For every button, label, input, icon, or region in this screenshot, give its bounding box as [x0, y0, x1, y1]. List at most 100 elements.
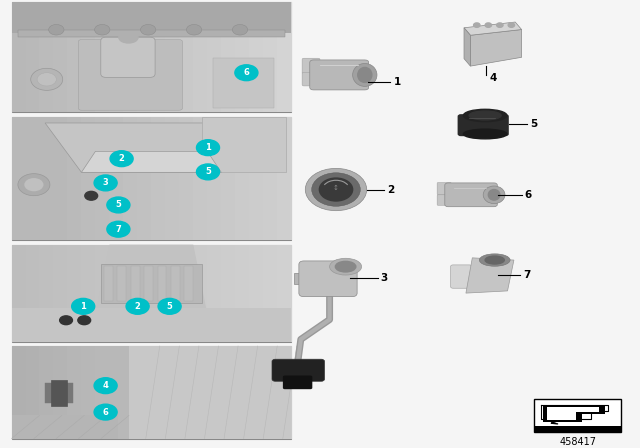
Polygon shape — [464, 28, 470, 66]
Ellipse shape — [353, 64, 377, 86]
Circle shape — [232, 25, 248, 35]
Bar — [249, 245, 264, 341]
Bar — [193, 346, 208, 439]
Bar — [221, 117, 236, 240]
Bar — [263, 2, 278, 112]
FancyBboxPatch shape — [458, 114, 509, 136]
Bar — [40, 346, 54, 439]
Ellipse shape — [358, 68, 372, 82]
Bar — [124, 245, 138, 341]
Ellipse shape — [335, 261, 356, 272]
Ellipse shape — [485, 256, 504, 264]
Bar — [236, 117, 250, 240]
Text: 6: 6 — [102, 408, 109, 417]
Bar — [249, 346, 264, 439]
Text: 5: 5 — [115, 200, 122, 210]
Bar — [221, 346, 236, 439]
Bar — [277, 346, 292, 439]
Bar — [179, 245, 194, 341]
Bar — [236, 245, 250, 341]
Circle shape — [18, 174, 50, 196]
Text: 7: 7 — [116, 225, 121, 234]
Text: 5: 5 — [205, 168, 211, 177]
Bar — [277, 245, 292, 341]
Bar — [12, 415, 118, 439]
Bar — [193, 117, 208, 240]
Text: 6: 6 — [243, 68, 250, 77]
Bar — [249, 2, 264, 112]
Bar — [104, 266, 113, 301]
Polygon shape — [466, 258, 514, 293]
Circle shape — [95, 25, 110, 35]
Ellipse shape — [479, 254, 510, 266]
Bar — [138, 2, 152, 112]
Text: ↕: ↕ — [333, 185, 339, 191]
Circle shape — [107, 221, 130, 237]
Text: 4: 4 — [490, 73, 497, 83]
FancyBboxPatch shape — [12, 2, 291, 112]
Bar — [12, 117, 67, 240]
Bar — [40, 245, 54, 341]
Circle shape — [312, 173, 360, 206]
Bar — [51, 380, 67, 406]
FancyBboxPatch shape — [451, 265, 472, 288]
Text: 7: 7 — [524, 271, 531, 280]
Circle shape — [78, 316, 91, 325]
Circle shape — [158, 298, 181, 314]
Bar — [221, 245, 236, 341]
Text: 2: 2 — [134, 302, 141, 311]
Text: 5: 5 — [166, 302, 173, 311]
Ellipse shape — [469, 111, 501, 120]
Circle shape — [196, 164, 220, 180]
Bar — [67, 245, 82, 341]
Bar — [207, 2, 222, 112]
Bar — [213, 58, 275, 108]
Bar — [263, 346, 278, 439]
Bar — [26, 117, 40, 240]
Polygon shape — [81, 151, 221, 172]
Ellipse shape — [463, 129, 507, 139]
Text: 4: 4 — [102, 381, 109, 390]
Bar — [207, 245, 222, 341]
FancyBboxPatch shape — [12, 245, 291, 341]
Bar — [67, 117, 82, 240]
Bar — [109, 346, 129, 439]
Circle shape — [24, 178, 44, 191]
Bar — [277, 2, 292, 112]
Bar — [165, 2, 180, 112]
Bar — [534, 399, 621, 432]
Bar — [26, 346, 40, 439]
Bar — [207, 346, 222, 439]
FancyBboxPatch shape — [299, 261, 357, 297]
Bar — [95, 245, 110, 341]
Circle shape — [107, 197, 130, 213]
Text: 3: 3 — [103, 178, 108, 187]
Bar — [151, 346, 166, 439]
Bar — [236, 346, 250, 439]
Bar — [221, 2, 236, 112]
Polygon shape — [45, 123, 258, 172]
Bar — [193, 2, 208, 112]
FancyBboxPatch shape — [12, 346, 291, 439]
FancyBboxPatch shape — [100, 37, 155, 78]
Bar — [202, 117, 285, 172]
Text: 2: 2 — [387, 185, 394, 194]
Bar — [40, 2, 54, 112]
Bar — [193, 245, 208, 341]
Bar — [179, 2, 194, 112]
Circle shape — [37, 73, 56, 86]
Bar — [95, 346, 110, 439]
Circle shape — [85, 191, 98, 200]
Ellipse shape — [463, 109, 507, 122]
Circle shape — [141, 25, 156, 35]
Bar — [54, 245, 68, 341]
Bar — [12, 2, 291, 33]
FancyBboxPatch shape — [302, 58, 320, 74]
Circle shape — [196, 140, 220, 155]
Bar — [151, 2, 166, 112]
Bar — [12, 2, 26, 112]
FancyBboxPatch shape — [283, 375, 312, 389]
Bar — [117, 266, 126, 301]
Bar — [124, 117, 138, 240]
Circle shape — [186, 25, 202, 35]
